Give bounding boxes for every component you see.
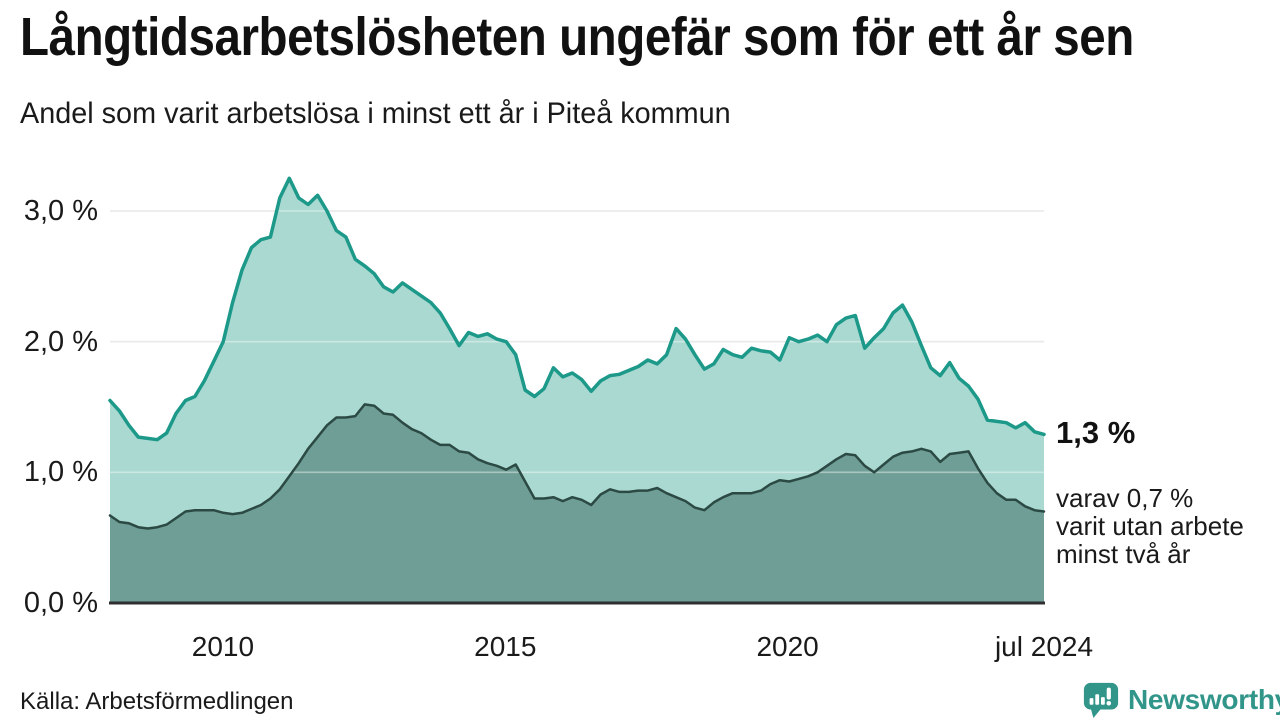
series-line-arbetslosa-minst-tva-ar	[108, 403, 1046, 530]
newsworthy-wordmark: Newsworthy	[1128, 684, 1280, 715]
page-title: Långtidsarbetslösheten ungefär som för e…	[20, 7, 1134, 67]
newsworthy-logo: Newsworthy	[1082, 681, 1280, 719]
series-line-arbetslosa-minst-ett-ar	[108, 176, 1046, 442]
series-area-arbetslosa-minst-tva-ar	[110, 404, 1044, 603]
page-subtitle: Andel som varit arbetslösa i minst ett å…	[20, 97, 731, 130]
source-attribution: Källa: Arbetsförmedlingen	[20, 688, 294, 715]
newsworthy-speech-bubble-chart-icon	[1083, 682, 1119, 719]
